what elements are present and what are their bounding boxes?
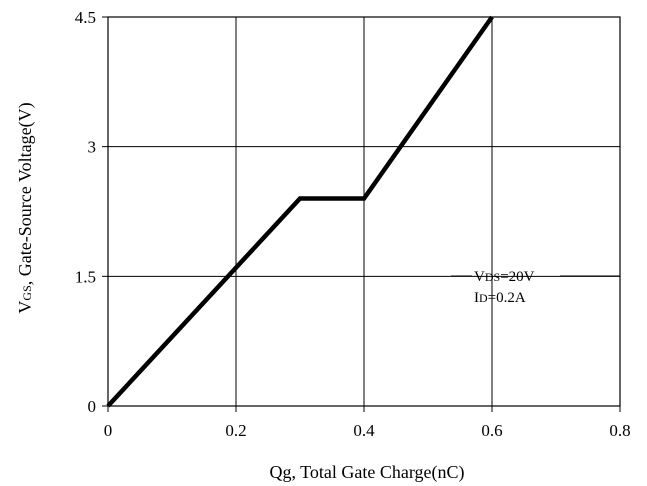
y-tick-label: 1.5: [75, 267, 96, 286]
grid-lines: [108, 17, 620, 406]
x-tick-label: 0.6: [481, 421, 502, 440]
y-tick-label: 4.5: [75, 8, 96, 27]
x-tick-label: 0.8: [609, 421, 630, 440]
y-tick-label: 0: [88, 397, 97, 416]
x-tick-label: 0.4: [353, 421, 375, 440]
series-line: [106, 15, 494, 408]
y-tick-label: 3: [88, 138, 97, 157]
annotation-id: ID=0.2A: [474, 290, 526, 306]
x-axis-label: Qg, Total Gate Charge(nC): [269, 462, 464, 483]
x-tick-label: 0.2: [225, 421, 246, 440]
x-tick-label: 0: [104, 421, 113, 440]
y-axis-label: VGS, Gate-Source Voltage(V): [15, 102, 36, 313]
axis-ticks: 0 0.2 0.4 0.6 0.8 0 1.5 3 4.5: [75, 8, 631, 440]
annotation-vds: VDS=20V: [474, 269, 535, 285]
annotation-box: VDS=20V ID=0.2A: [451, 269, 620, 306]
